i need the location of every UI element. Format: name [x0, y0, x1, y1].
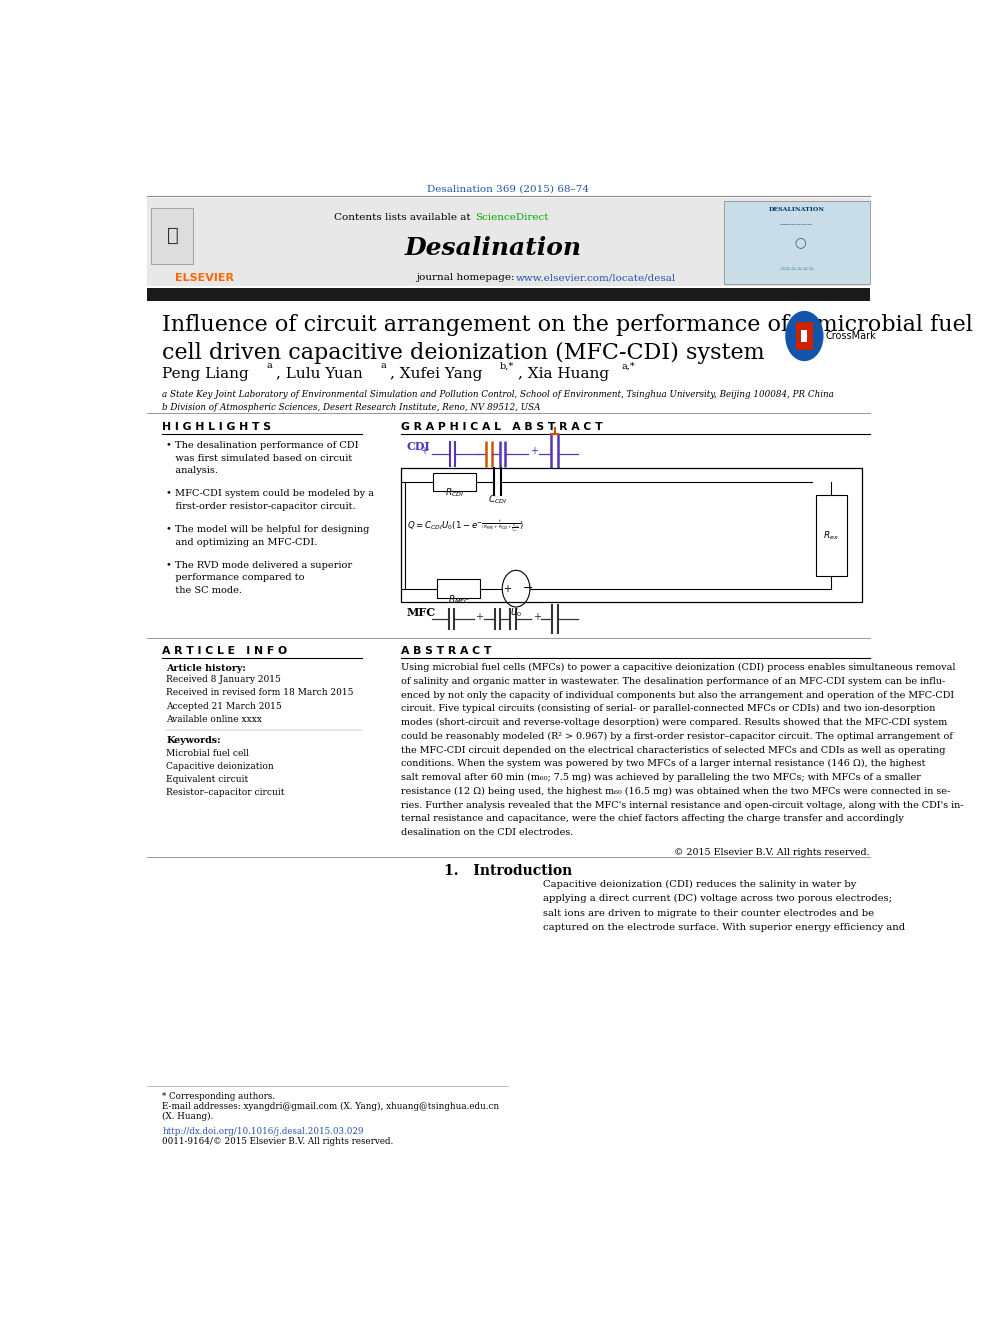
Text: $R_{MFC}$: $R_{MFC}$ — [447, 594, 469, 606]
Text: applying a direct current (DC) voltage across two porous electrodes;: applying a direct current (DC) voltage a… — [543, 894, 892, 904]
Text: H I G H L I G H T S: H I G H L I G H T S — [163, 422, 272, 431]
Text: conditions. When the system was powered by two MFCs of a larger internal resista: conditions. When the system was powered … — [401, 759, 926, 769]
Text: modes (short-circuit and reverse-voltage desorption) were compared. Results show: modes (short-circuit and reverse-voltage… — [401, 718, 947, 728]
Text: $R_{ex}$: $R_{ex}$ — [823, 529, 839, 542]
Text: desalination on the CDI electrodes.: desalination on the CDI electrodes. — [401, 828, 573, 837]
Text: enced by not only the capacity of individual components but also the arrangement: enced by not only the capacity of indivi… — [401, 691, 954, 700]
Text: resistance (12 Ω) being used, the highest m₆₀ (16.5 mg) was obtained when the tw: resistance (12 Ω) being used, the highes… — [401, 787, 950, 796]
Text: $Q=C_{CDI}U_0(1-e^{-\frac{t}{(R_{MFC}+R_{CDI}+\frac{U_0}{I_{CDI}})}})$: $Q=C_{CDI}U_0(1-e^{-\frac{t}{(R_{MFC}+R_… — [407, 517, 524, 533]
Text: http://dx.doi.org/10.1016/j.desal.2015.03.029: http://dx.doi.org/10.1016/j.desal.2015.0… — [163, 1127, 364, 1135]
Text: MFC: MFC — [407, 607, 436, 618]
Text: analysis.: analysis. — [167, 467, 218, 475]
Text: +: + — [503, 583, 511, 594]
Text: E-mail addresses: xyangdri@gmail.com (X. Yang), xhuang@tsinghua.edu.cn: E-mail addresses: xyangdri@gmail.com (X.… — [163, 1102, 500, 1111]
Text: www.elsevier.com/locate/desal: www.elsevier.com/locate/desal — [516, 274, 677, 282]
Circle shape — [786, 312, 822, 360]
Text: b Division of Atmospheric Sciences, Desert Research Institute, Reno, NV 89512, U: b Division of Atmospheric Sciences, Dese… — [163, 404, 541, 413]
Text: captured on the electrode surface. With superior energy efficiency and: captured on the electrode surface. With … — [543, 923, 905, 931]
Text: Article history:: Article history: — [167, 664, 246, 673]
FancyBboxPatch shape — [802, 329, 807, 343]
Text: ○: ○ — [787, 235, 807, 249]
Text: a,*: a,* — [621, 361, 635, 370]
Text: the SC mode.: the SC mode. — [167, 586, 242, 595]
FancyBboxPatch shape — [151, 208, 193, 263]
FancyBboxPatch shape — [147, 288, 870, 302]
Text: • MFC-CDI system could be modeled by a: • MFC-CDI system could be modeled by a — [167, 490, 374, 499]
Text: A R T I C L E   I N F O: A R T I C L E I N F O — [163, 646, 288, 656]
FancyBboxPatch shape — [434, 472, 476, 491]
Text: Microbial fuel cell: Microbial fuel cell — [167, 749, 249, 758]
Text: $R_{CDI}$: $R_{CDI}$ — [445, 487, 464, 499]
Text: G R A P H I C A L   A B S T R A C T: G R A P H I C A L A B S T R A C T — [401, 422, 602, 431]
Text: Desalination 369 (2015) 68–74: Desalination 369 (2015) 68–74 — [428, 184, 589, 193]
Text: −: − — [522, 582, 533, 595]
Text: DESALINATION: DESALINATION — [769, 208, 824, 212]
FancyBboxPatch shape — [796, 321, 812, 351]
Text: CDI: CDI — [407, 441, 431, 452]
Text: +: + — [421, 446, 429, 456]
Text: 🌲: 🌲 — [167, 226, 179, 245]
Text: ——————: —————— — [780, 222, 813, 228]
Text: Peng Liang: Peng Liang — [163, 366, 249, 381]
Text: a State Key Joint Laboratory of Environmental Simulation and Pollution Control, : a State Key Joint Laboratory of Environm… — [163, 390, 834, 400]
Text: and optimizing an MFC-CDI.: and optimizing an MFC-CDI. — [167, 537, 317, 546]
Text: $U_0$: $U_0$ — [510, 607, 522, 619]
Text: +: + — [530, 446, 538, 456]
Text: circuit. Five typical circuits (consisting of serial- or parallel-connected MFCs: circuit. Five typical circuits (consisti… — [401, 704, 935, 713]
Text: was first simulated based on circuit: was first simulated based on circuit — [167, 454, 352, 463]
Text: ternal resistance and capacitance, were the chief factors affecting the charge t: ternal resistance and capacitance, were … — [401, 814, 904, 823]
Text: b,*: b,* — [500, 361, 514, 370]
FancyBboxPatch shape — [147, 201, 251, 284]
Text: the MFC-CDI circuit depended on the electrical characteristics of selected MFCs : the MFC-CDI circuit depended on the elec… — [401, 746, 945, 754]
Text: cell driven capacitive deionization (MFC-CDI) system: cell driven capacitive deionization (MFC… — [163, 343, 765, 364]
Text: ELSEVIER: ELSEVIER — [176, 273, 234, 283]
Text: Keywords:: Keywords: — [167, 737, 221, 745]
Text: • The RVD mode delivered a superior: • The RVD mode delivered a superior — [167, 561, 352, 570]
Text: Accepted 21 March 2015: Accepted 21 March 2015 — [167, 701, 282, 710]
Text: , Xia Huang: , Xia Huang — [519, 366, 609, 381]
Text: , Lulu Yuan: , Lulu Yuan — [276, 366, 363, 381]
Text: © 2015 Elsevier B.V. All rights reserved.: © 2015 Elsevier B.V. All rights reserved… — [675, 848, 870, 857]
Text: of salinity and organic matter in wastewater. The desalination performance of an: of salinity and organic matter in wastew… — [401, 677, 945, 685]
Text: Received in revised form 18 March 2015: Received in revised form 18 March 2015 — [167, 688, 354, 697]
Text: ScienceDirect: ScienceDirect — [475, 213, 549, 222]
FancyBboxPatch shape — [724, 201, 870, 284]
Text: • The model will be helpful for designing: • The model will be helpful for designin… — [167, 525, 370, 534]
Text: +: + — [475, 613, 483, 622]
Text: (X. Huang).: (X. Huang). — [163, 1113, 214, 1122]
Text: * Corresponding authors.: * Corresponding authors. — [163, 1091, 276, 1101]
Text: CrossMark: CrossMark — [825, 331, 876, 341]
Text: 1.   Introduction: 1. Introduction — [444, 864, 572, 877]
Text: +: + — [533, 613, 541, 622]
Text: Available online xxxx: Available online xxxx — [167, 714, 262, 724]
FancyBboxPatch shape — [815, 495, 847, 577]
Text: Capacitive deionization: Capacitive deionization — [167, 762, 274, 771]
Text: Received 8 January 2015: Received 8 January 2015 — [167, 675, 281, 684]
Text: Equivalent circuit: Equivalent circuit — [167, 775, 249, 785]
FancyBboxPatch shape — [147, 198, 870, 286]
Text: a: a — [266, 361, 272, 370]
Text: ≈≈≈≈≈≈: ≈≈≈≈≈≈ — [779, 266, 814, 271]
Text: journal homepage:: journal homepage: — [417, 274, 518, 282]
Text: Desalination: Desalination — [405, 237, 581, 261]
Text: performance compared to: performance compared to — [167, 573, 305, 582]
Text: Contents lists available at: Contents lists available at — [334, 213, 474, 222]
Text: Capacitive deionization (CDI) reduces the salinity in water by: Capacitive deionization (CDI) reduces th… — [543, 880, 856, 889]
Text: ries. Further analysis revealed that the MFC's internal resistance and open-circ: ries. Further analysis revealed that the… — [401, 800, 963, 810]
Text: , Xufei Yang: , Xufei Yang — [390, 366, 482, 381]
Text: salt removal after 60 min (m₆₀; 7.5 mg) was achieved by paralleling the two MFCs: salt removal after 60 min (m₆₀; 7.5 mg) … — [401, 773, 921, 782]
Text: Using microbial fuel cells (MFCs) to power a capacitive deionization (CDI) proce: Using microbial fuel cells (MFCs) to pow… — [401, 663, 955, 672]
FancyBboxPatch shape — [401, 468, 862, 602]
FancyBboxPatch shape — [437, 579, 479, 598]
Text: Influence of circuit arrangement on the performance of a microbial fuel: Influence of circuit arrangement on the … — [163, 314, 973, 336]
Text: a: a — [380, 361, 386, 370]
Text: • The desalination performance of CDI: • The desalination performance of CDI — [167, 441, 359, 450]
Text: could be reasonably modeled (R² > 0.967) by a first-order resistor–capacitor cir: could be reasonably modeled (R² > 0.967)… — [401, 732, 952, 741]
Text: salt ions are driven to migrate to their counter electrodes and be: salt ions are driven to migrate to their… — [543, 909, 874, 918]
Text: first-order resistor-capacitor circuit.: first-order resistor-capacitor circuit. — [167, 501, 356, 511]
Text: $C_{CDI}$: $C_{CDI}$ — [488, 493, 507, 507]
Text: Resistor–capacitor circuit: Resistor–capacitor circuit — [167, 789, 285, 798]
Text: A B S T R A C T: A B S T R A C T — [401, 646, 491, 656]
Text: 0011-9164/© 2015 Elsevier B.V. All rights reserved.: 0011-9164/© 2015 Elsevier B.V. All right… — [163, 1136, 394, 1146]
